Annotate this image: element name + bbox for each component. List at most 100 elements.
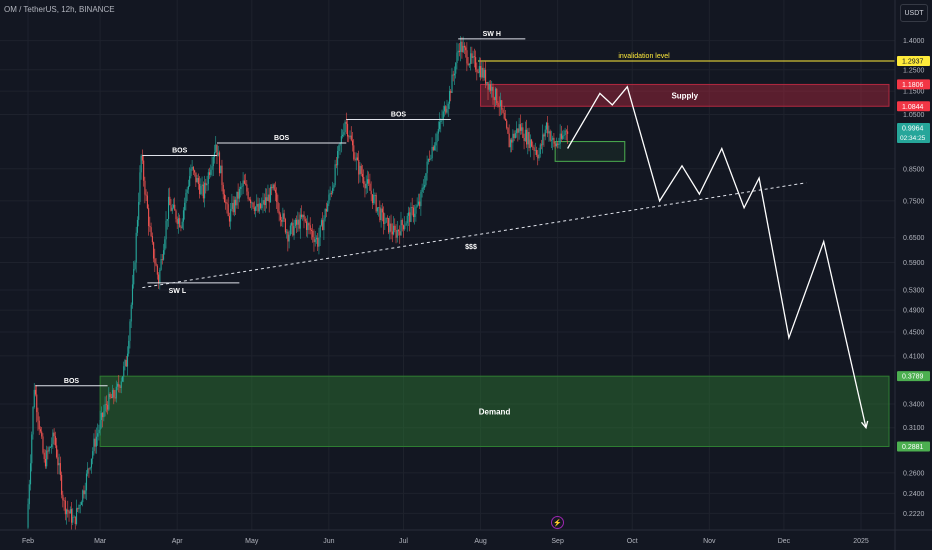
time-axis-label: Oct: [627, 538, 638, 545]
candle-body: [160, 259, 162, 270]
candle-body: [124, 360, 126, 367]
candle-body: [447, 103, 449, 109]
candle-body: [177, 218, 180, 224]
candle-body: [221, 165, 223, 186]
invalidation-label: invalidation level: [618, 53, 670, 60]
annotation-label: BOS: [274, 135, 290, 142]
projection-path: [567, 85, 867, 428]
candle-body: [519, 124, 521, 131]
annotation-label: BOS: [172, 148, 188, 155]
projection: [567, 85, 869, 430]
candle-body: [286, 231, 288, 233]
candle-body: [110, 397, 112, 399]
candle-body: [159, 269, 161, 284]
candle-body: [384, 222, 386, 224]
candle-body: [108, 393, 110, 410]
candle-body: [190, 168, 192, 177]
candle-body: [533, 147, 535, 151]
candle-body: [539, 144, 541, 155]
candle-body: [343, 132, 345, 135]
candle-body: [480, 66, 482, 78]
candle-body: [417, 201, 419, 205]
candle-body: [424, 184, 426, 188]
candle-body: [197, 178, 199, 185]
candle-body: [366, 179, 369, 184]
candle-body: [84, 490, 86, 495]
candle-body: [57, 457, 59, 466]
price-tag: [897, 122, 930, 143]
candle-body: [211, 166, 213, 170]
candle-body: [361, 173, 364, 177]
candle-body: [349, 135, 351, 138]
candle-body: [503, 112, 505, 119]
candle-body: [517, 128, 519, 133]
candle-body: [146, 195, 148, 209]
candle-body: [251, 202, 253, 204]
candle-body: [490, 84, 492, 91]
candle-body: [301, 214, 303, 218]
candle-body: [314, 239, 316, 243]
candle-body: [281, 220, 283, 222]
candle-body: [388, 218, 390, 233]
candle-body: [401, 219, 403, 226]
candle-body: [204, 182, 206, 199]
candle-body: [112, 390, 114, 399]
candle-body: [439, 122, 441, 130]
candle-body: [195, 172, 197, 183]
candle-body: [327, 203, 329, 212]
currency-button[interactable]: USDT: [900, 4, 928, 22]
candle-body: [264, 197, 267, 206]
candle-body: [199, 184, 201, 195]
annotation-label: BOS: [391, 111, 407, 118]
candle-body: [338, 145, 340, 151]
candle-body: [79, 504, 81, 506]
candle-body: [335, 164, 337, 166]
candle-body: [414, 213, 416, 218]
candle-body: [266, 197, 268, 201]
candle-body: [328, 194, 330, 204]
candle-body: [41, 431, 43, 437]
candle-body: [330, 193, 332, 195]
candle-body: [537, 154, 539, 159]
candle-body: [141, 155, 143, 161]
projection-arrowhead: [860, 420, 869, 430]
demand-zone: [99, 375, 890, 447]
candle-body: [94, 438, 96, 447]
price-axis-label: 0.2220: [903, 511, 925, 518]
candle-body: [309, 225, 311, 231]
candle-body: [196, 178, 198, 183]
candle-body: [371, 194, 373, 204]
candle-body: [465, 47, 467, 51]
candle-body: [547, 122, 549, 134]
lightning-icon[interactable]: ⚡: [551, 516, 564, 529]
candle-body: [496, 88, 498, 103]
candle-body: [90, 458, 93, 468]
candle-body: [536, 150, 538, 155]
candle-body: [318, 237, 320, 247]
candle-body: [226, 202, 228, 205]
candle-body: [476, 69, 478, 72]
candle-body: [31, 434, 33, 464]
candle-body: [499, 100, 502, 107]
candle-body: [115, 386, 117, 399]
candle-body: [185, 192, 187, 203]
candle-body: [82, 490, 84, 503]
candle-body: [213, 152, 216, 158]
candle-body: [364, 183, 366, 189]
candle-body: [344, 121, 346, 133]
candle-body: [166, 219, 168, 221]
candle-body: [167, 196, 170, 220]
candle-body: [34, 389, 37, 395]
candle-body: [544, 129, 546, 137]
candle-body: [161, 259, 163, 260]
candle-body: [415, 206, 417, 214]
candle-body: [258, 203, 260, 212]
price-axis-label: 0.3400: [903, 401, 925, 408]
candle-body: [297, 219, 299, 225]
candle-body: [85, 473, 88, 491]
candle-body: [296, 219, 298, 225]
candle-body: [187, 185, 189, 190]
price-tag: [897, 79, 930, 90]
candle-body: [140, 155, 142, 173]
